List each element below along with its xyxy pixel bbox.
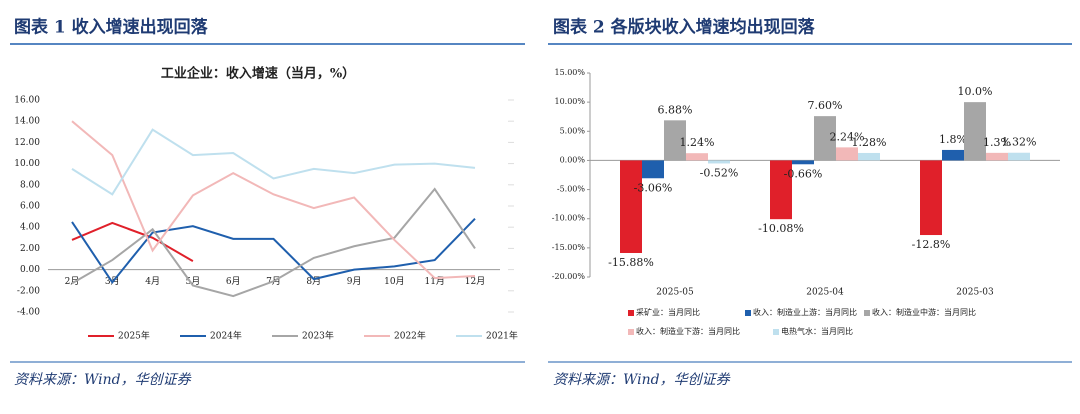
y-tick-label: 10.00 xyxy=(14,159,40,169)
legend-label: 收入：制造业下游：当月同比 xyxy=(636,326,740,336)
bar xyxy=(770,160,792,220)
legend-label: 收入：制造业上游：当月同比 xyxy=(753,307,857,317)
y-tick-label: 10.00% xyxy=(554,97,585,106)
y-tick-label: 12.00 xyxy=(14,138,40,148)
series-line xyxy=(71,187,476,298)
x-tick-label: 6月 xyxy=(226,276,241,287)
x-tick-label: 2月 xyxy=(65,276,80,287)
x-tick-label: 2025-04 xyxy=(806,288,844,298)
legend-label: 2022年 xyxy=(394,330,426,342)
x-tick-label: 5月 xyxy=(186,276,201,287)
bar xyxy=(814,116,836,161)
y-tick-label: 5.00% xyxy=(560,126,586,135)
series-line xyxy=(71,128,476,196)
value-label: -10.08% xyxy=(758,222,804,235)
bar xyxy=(620,160,642,253)
value-label: -0.52% xyxy=(700,166,739,179)
y-tick-label: 2.00 xyxy=(20,244,40,254)
value-label: 1.32% xyxy=(1002,136,1037,149)
y-tick-label: 4.00 xyxy=(20,223,40,233)
bar xyxy=(836,147,858,161)
x-tick-label: 10月 xyxy=(384,276,404,287)
y-tick-label: -2.00 xyxy=(17,286,40,296)
chart-title: 工业企业：收入增速（当月，%） xyxy=(161,66,355,82)
value-label: 1.3% xyxy=(983,136,1011,149)
value-label: 2.24% xyxy=(830,130,865,143)
y-tick-label: 16.00 xyxy=(14,96,40,106)
legend-label: 采矿业：当月同比 xyxy=(636,307,700,317)
bar xyxy=(858,152,880,161)
bar xyxy=(942,149,964,161)
value-label: -12.8% xyxy=(912,238,951,251)
bar xyxy=(1008,152,1030,161)
legend-swatch xyxy=(773,329,779,335)
figure-title: 图表 2 各版块收入增速均出现回落 xyxy=(553,17,816,38)
bar xyxy=(920,160,942,236)
y-tick-label: 14.00 xyxy=(14,117,40,127)
y-tick-label: 0.00 xyxy=(20,265,40,275)
legend-label: 2024年 xyxy=(210,330,242,342)
y-tick-label: -4.00 xyxy=(17,308,40,318)
x-tick-label: 2025-05 xyxy=(656,288,694,298)
x-tick-label: 8月 xyxy=(306,276,321,287)
y-tick-label: -10.00% xyxy=(552,214,586,223)
x-tick-label: 12月 xyxy=(465,276,485,287)
y-tick-label: -15.00% xyxy=(552,243,586,252)
legend-label: 收入：制造业中游：当月同比 xyxy=(872,307,976,317)
value-label: 1.24% xyxy=(680,136,715,149)
value-label: -0.66% xyxy=(784,167,823,180)
bar xyxy=(964,102,986,161)
x-tick-label: 2025-03 xyxy=(956,288,994,298)
legend-swatch xyxy=(628,310,634,316)
y-tick-label: 15.00% xyxy=(554,68,585,77)
value-label: 6.88% xyxy=(658,103,693,116)
y-tick-label: -20.00% xyxy=(552,272,586,281)
legend-label: 2023年 xyxy=(302,330,334,342)
legend-swatch xyxy=(864,310,870,316)
bar xyxy=(792,160,814,165)
y-tick-label: 6.00 xyxy=(20,202,40,212)
legend-swatch xyxy=(745,310,751,316)
y-tick-label: -5.00% xyxy=(557,185,586,194)
bar xyxy=(708,160,730,164)
legend-swatch xyxy=(628,329,634,335)
series-line xyxy=(71,218,476,285)
value-label: -15.88% xyxy=(608,256,654,269)
legend-label: 2025年 xyxy=(118,330,150,342)
bar xyxy=(686,153,708,161)
value-label: -3.06% xyxy=(634,181,673,194)
source: 资料来源：Wind，华创证券 xyxy=(14,372,192,388)
value-label: 10.0% xyxy=(958,85,993,98)
series-line xyxy=(71,221,194,262)
source: 资料来源：Wind，华创证券 xyxy=(553,372,731,388)
legend-label: 电热气水：当月同比 xyxy=(781,326,853,336)
figure-title: 图表 1 收入增速出现回落 xyxy=(14,17,209,38)
x-tick-label: 11月 xyxy=(424,276,444,287)
y-tick-label: 8.00 xyxy=(20,180,40,190)
x-tick-label: 9月 xyxy=(347,276,362,287)
x-tick-label: 4月 xyxy=(145,276,160,287)
legend-label: 2021年 xyxy=(486,330,518,342)
bar xyxy=(986,152,1008,161)
value-label: 1.28% xyxy=(852,136,887,149)
bar xyxy=(664,120,686,161)
series-line xyxy=(71,120,476,280)
value-label: 7.60% xyxy=(808,99,843,112)
y-tick-label: 0.00% xyxy=(560,155,586,164)
value-label: 1.8% xyxy=(939,133,967,146)
bar xyxy=(642,160,664,179)
